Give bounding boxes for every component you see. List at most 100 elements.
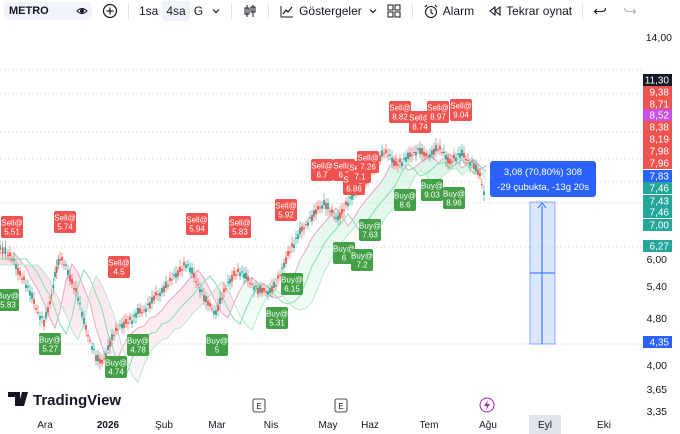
candle bbox=[445, 150, 447, 167]
candle bbox=[327, 198, 329, 216]
price-tick: 4,80 bbox=[647, 313, 668, 325]
candle bbox=[211, 303, 213, 313]
sell-signal-value: 5.92 bbox=[278, 211, 294, 220]
candle bbox=[103, 351, 105, 365]
candle bbox=[21, 273, 23, 284]
candle bbox=[135, 307, 137, 324]
indicators-button[interactable]: Göstergeler bbox=[275, 1, 366, 21]
buy-signal-tag: Buy@9.03 bbox=[421, 179, 443, 201]
candle bbox=[483, 184, 485, 201]
buy-signal-tag: Buy@5.83 bbox=[0, 289, 19, 311]
candle bbox=[89, 336, 91, 344]
indicators-dropdown-button[interactable] bbox=[364, 1, 382, 21]
sell-signal-label: Sell@ bbox=[186, 216, 207, 225]
chevron-down-icon bbox=[369, 9, 377, 14]
candle bbox=[449, 155, 451, 168]
candle bbox=[19, 267, 21, 280]
candle bbox=[383, 148, 385, 159]
interval-4h-button[interactable]: 4sa bbox=[162, 1, 190, 21]
sell-signal-value: 8.74 bbox=[412, 123, 428, 132]
undo-icon bbox=[593, 7, 607, 15]
price-chart[interactable]: Sell@5.51Sell@5.74Sell@4.5Sell@5.94Sell@… bbox=[0, 22, 680, 434]
sell-signal-label: Sell@ bbox=[389, 104, 410, 113]
candle bbox=[435, 138, 437, 158]
candle bbox=[301, 222, 303, 239]
buy-signal-tag: Buy@7.63 bbox=[359, 219, 381, 241]
candle bbox=[63, 259, 65, 270]
measurement-info-box[interactable]: 3,08 (70,80%) 308 -29 çubukta, -13g 20s bbox=[490, 161, 596, 197]
tradingview-logo-text: TradingView bbox=[33, 392, 121, 409]
sell-signal-label: Sell@ bbox=[54, 214, 75, 223]
time-label: Eki bbox=[597, 420, 611, 431]
earnings-marker[interactable]: E bbox=[334, 398, 348, 413]
sell-signal-tag: Sell@5.74 bbox=[54, 211, 76, 233]
replay-button[interactable]: Tekrar oynat bbox=[484, 1, 576, 21]
candle bbox=[469, 158, 471, 173]
candle bbox=[379, 150, 381, 166]
candle bbox=[317, 200, 319, 214]
interval-1h-button[interactable]: 1sa bbox=[135, 1, 162, 21]
candle bbox=[443, 144, 445, 157]
sell-signal-value: 6.86 bbox=[346, 185, 362, 194]
buy-signal-label: Buy@ bbox=[421, 182, 443, 191]
candle bbox=[163, 281, 165, 297]
candle bbox=[145, 302, 147, 317]
toolbar-divider bbox=[128, 3, 129, 19]
candle bbox=[229, 274, 231, 291]
buy-signal-tag: Buy@5 bbox=[206, 334, 228, 356]
sell-signal-value: 8.97 bbox=[430, 113, 446, 122]
price-tag-value: 6,27 bbox=[650, 242, 670, 253]
candle bbox=[263, 283, 265, 296]
buy-signal-tag: Buy@8.96 bbox=[443, 187, 465, 209]
candle bbox=[167, 280, 169, 291]
candle bbox=[159, 287, 161, 302]
undo-button[interactable] bbox=[589, 1, 611, 21]
lightning-icon[interactable] bbox=[479, 397, 495, 413]
candle bbox=[111, 329, 113, 347]
candle bbox=[267, 284, 269, 301]
candle bbox=[155, 285, 157, 300]
buy-signal-value: 5.83 bbox=[0, 301, 16, 310]
candle bbox=[137, 303, 139, 318]
symbol-search-box[interactable]: METRO bbox=[4, 2, 92, 20]
candle bbox=[471, 155, 473, 169]
price-tag-value: 7,46 bbox=[650, 184, 670, 195]
interval-day-button[interactable]: G bbox=[190, 1, 207, 21]
signal-tags: Sell@5.51Sell@5.74Sell@4.5Sell@5.94Sell@… bbox=[0, 99, 472, 378]
candle bbox=[121, 317, 123, 334]
candle bbox=[213, 304, 215, 319]
buy-signal-label: Buy@ bbox=[281, 276, 303, 285]
add-symbol-button[interactable] bbox=[98, 1, 122, 21]
candle bbox=[273, 277, 275, 292]
candle bbox=[415, 144, 417, 162]
indicators-label: Göstergeler bbox=[299, 4, 362, 18]
candle bbox=[433, 142, 435, 160]
candle bbox=[299, 220, 301, 238]
candle bbox=[217, 299, 219, 317]
candle bbox=[467, 153, 469, 164]
price-tags: 11,309,388,718,528,388,197,987,967,837,4… bbox=[643, 74, 672, 349]
grid-icon bbox=[387, 4, 401, 18]
price-tag: 4,35 bbox=[643, 336, 672, 349]
candle bbox=[241, 265, 243, 278]
candle bbox=[127, 315, 129, 330]
interval-1h-label: 1sa bbox=[139, 4, 159, 18]
interval-dropdown-button[interactable] bbox=[207, 1, 225, 21]
candle bbox=[347, 195, 349, 210]
earnings-marker[interactable]: E bbox=[252, 398, 266, 413]
candle bbox=[17, 263, 19, 281]
redo-button[interactable] bbox=[619, 1, 641, 21]
eye-icon[interactable] bbox=[76, 5, 88, 20]
alarm-button[interactable]: Alarm bbox=[419, 1, 478, 21]
candle bbox=[117, 323, 119, 334]
candle bbox=[463, 146, 465, 164]
templates-button[interactable] bbox=[382, 1, 406, 21]
candle bbox=[61, 253, 63, 268]
time-axis[interactable]: Ara 2026 Şub Mar Nis May Haz Tem Ağu Eyl… bbox=[37, 415, 611, 434]
candle bbox=[473, 159, 475, 174]
chart-type-button[interactable] bbox=[238, 1, 262, 21]
price-tag: 8,71 bbox=[643, 98, 672, 111]
buy-signal-label: Buy@ bbox=[39, 336, 61, 345]
candle bbox=[195, 274, 197, 289]
buy-signal-label: Buy@ bbox=[105, 359, 127, 368]
